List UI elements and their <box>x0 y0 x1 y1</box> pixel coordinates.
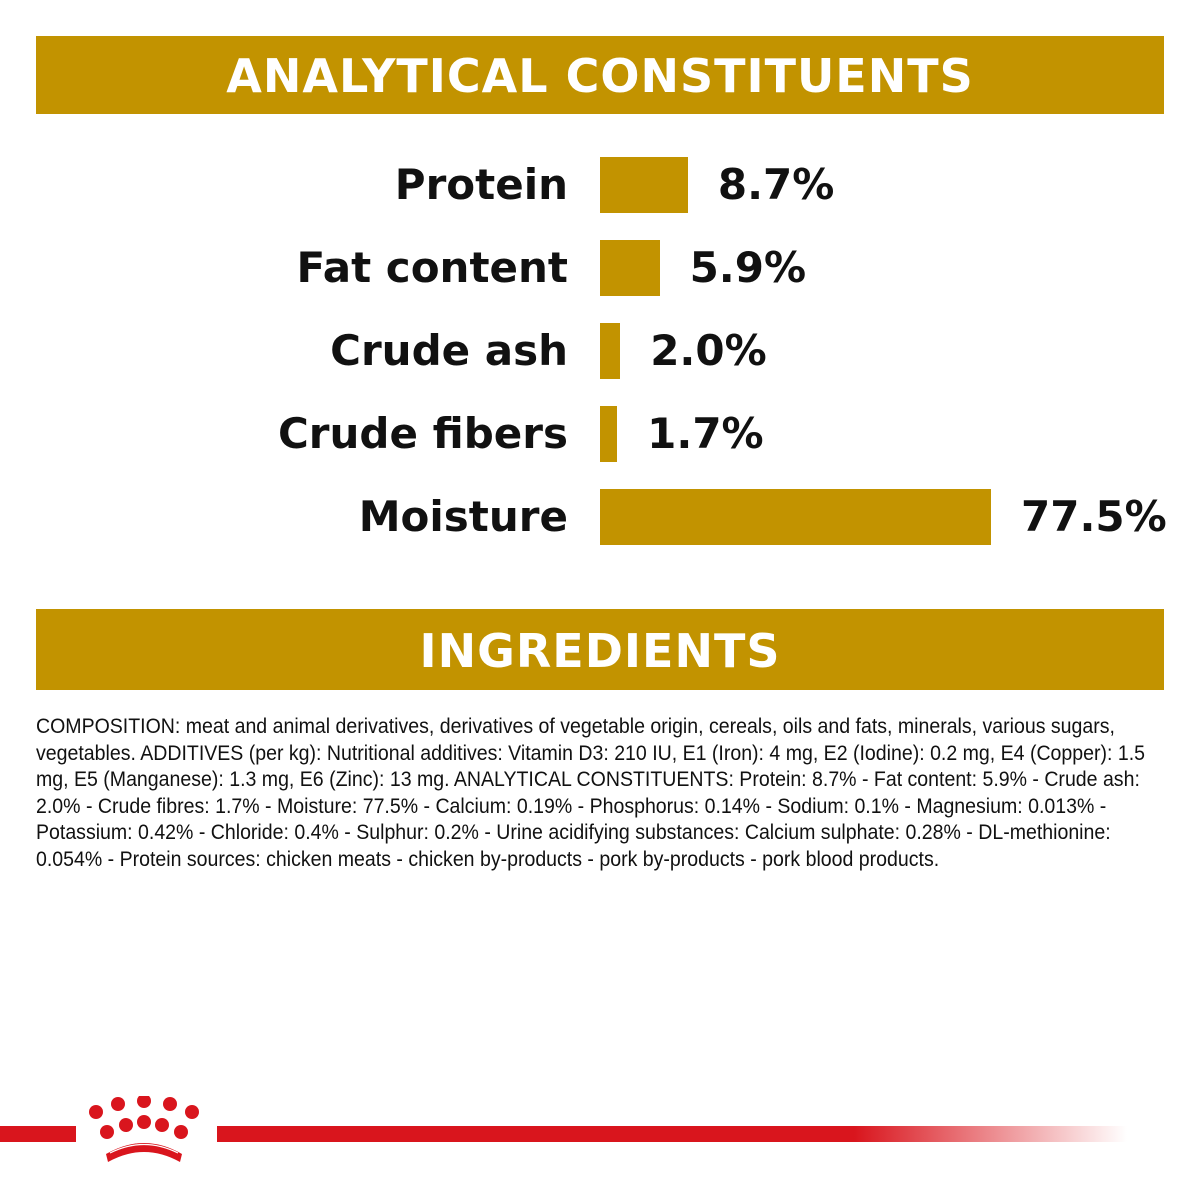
ingredients-header: INGREDIENTS <box>36 609 1164 690</box>
constituent-row: Crude fibers 1.7% <box>0 406 1200 462</box>
analytical-constituents-header: ANALYTICAL CONSTITUENTS <box>36 36 1164 114</box>
constituent-label: Crude ash <box>330 326 568 375</box>
constituent-value: 8.7% <box>717 160 835 209</box>
brand-line-left <box>0 1126 76 1142</box>
constituent-bar <box>600 240 660 296</box>
constituent-label: Crude fibers <box>277 409 568 458</box>
constituent-value: 5.9% <box>689 243 807 292</box>
constituent-row: Crude ash 2.0% <box>0 323 1200 379</box>
constituent-bar <box>600 157 688 213</box>
constituent-value: 2.0% <box>650 326 767 375</box>
royal-canin-crown-icon <box>89 1096 199 1162</box>
constituent-label: Moisture <box>358 492 568 541</box>
constituent-label: Protein <box>394 160 568 209</box>
constituent-row: Protein 8.7% <box>0 157 1200 213</box>
constituent-bar <box>600 406 618 462</box>
ingredients-text: COMPOSITION: meat and animal derivatives… <box>36 715 1146 871</box>
constituent-value: 1.7% <box>647 409 764 458</box>
constituent-row: Fat content 5.9% <box>0 240 1200 296</box>
constituent-value: 77.5% <box>1021 492 1167 541</box>
constituent-bar <box>600 489 991 545</box>
constituent-bar <box>600 323 621 379</box>
constituent-label: Fat content <box>296 243 568 292</box>
constituent-row: Moisture 77.5% <box>0 489 1200 545</box>
brand-line-right <box>217 1126 1127 1142</box>
